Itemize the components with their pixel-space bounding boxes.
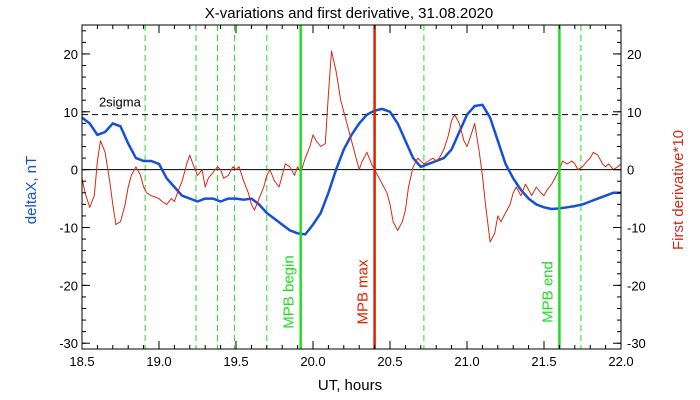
x-axis-label: UT, hours [318,377,382,394]
x-tick-label-2: 19.5 [223,354,248,369]
y-right-tick-label-3: -10 [627,221,646,236]
y-left-tick-label-3: -10 [59,221,78,236]
marker-label-max: MPB max [355,259,372,325]
x-tick-label-3: 20.0 [300,354,325,369]
y-right-tick-label-1: 10 [627,105,641,120]
y-right-tick-label-4: -20 [627,278,646,293]
y-right-tick-label-5: -30 [627,336,646,351]
y-left-tick-label-0: 20 [64,47,78,62]
x-tick-label-6: 21.5 [531,354,556,369]
y-left-tick-label-5: -30 [59,336,78,351]
y-right-tick-label-0: 20 [627,47,641,62]
y-left-tick-label-2: 0 [71,163,78,178]
y-right-tick-label-2: 0 [627,163,634,178]
marker-label-end: MPB end [539,261,556,323]
y-axis-right-label: First derivative*10 [670,130,687,250]
y-left-tick-label-1: 10 [64,105,78,120]
x-tick-label-5: 21.0 [454,354,479,369]
y-left-tick-label-4: -20 [59,278,78,293]
marker-label-begin: MPB begin [281,255,298,328]
series-line-derivative [81,50,622,243]
x-tick-label-0: 18.5 [69,354,94,369]
plot-frame [81,24,622,350]
chart-title: X-variations and first derivative, 31.08… [205,5,494,22]
y-axis-left-label: deltaX, nT [23,156,40,224]
plot-area: 2sigma MPB begin MPB max MPB end 18.5 19.0 19.… [59,24,646,369]
x-tick-label-4: 20.5 [377,354,402,369]
x-tick-label-7: 22.0 [608,354,633,369]
x-tick-label-1: 19.0 [146,354,171,369]
series-line-deltaX [81,103,621,236]
threshold-label: 2sigma [99,95,142,110]
